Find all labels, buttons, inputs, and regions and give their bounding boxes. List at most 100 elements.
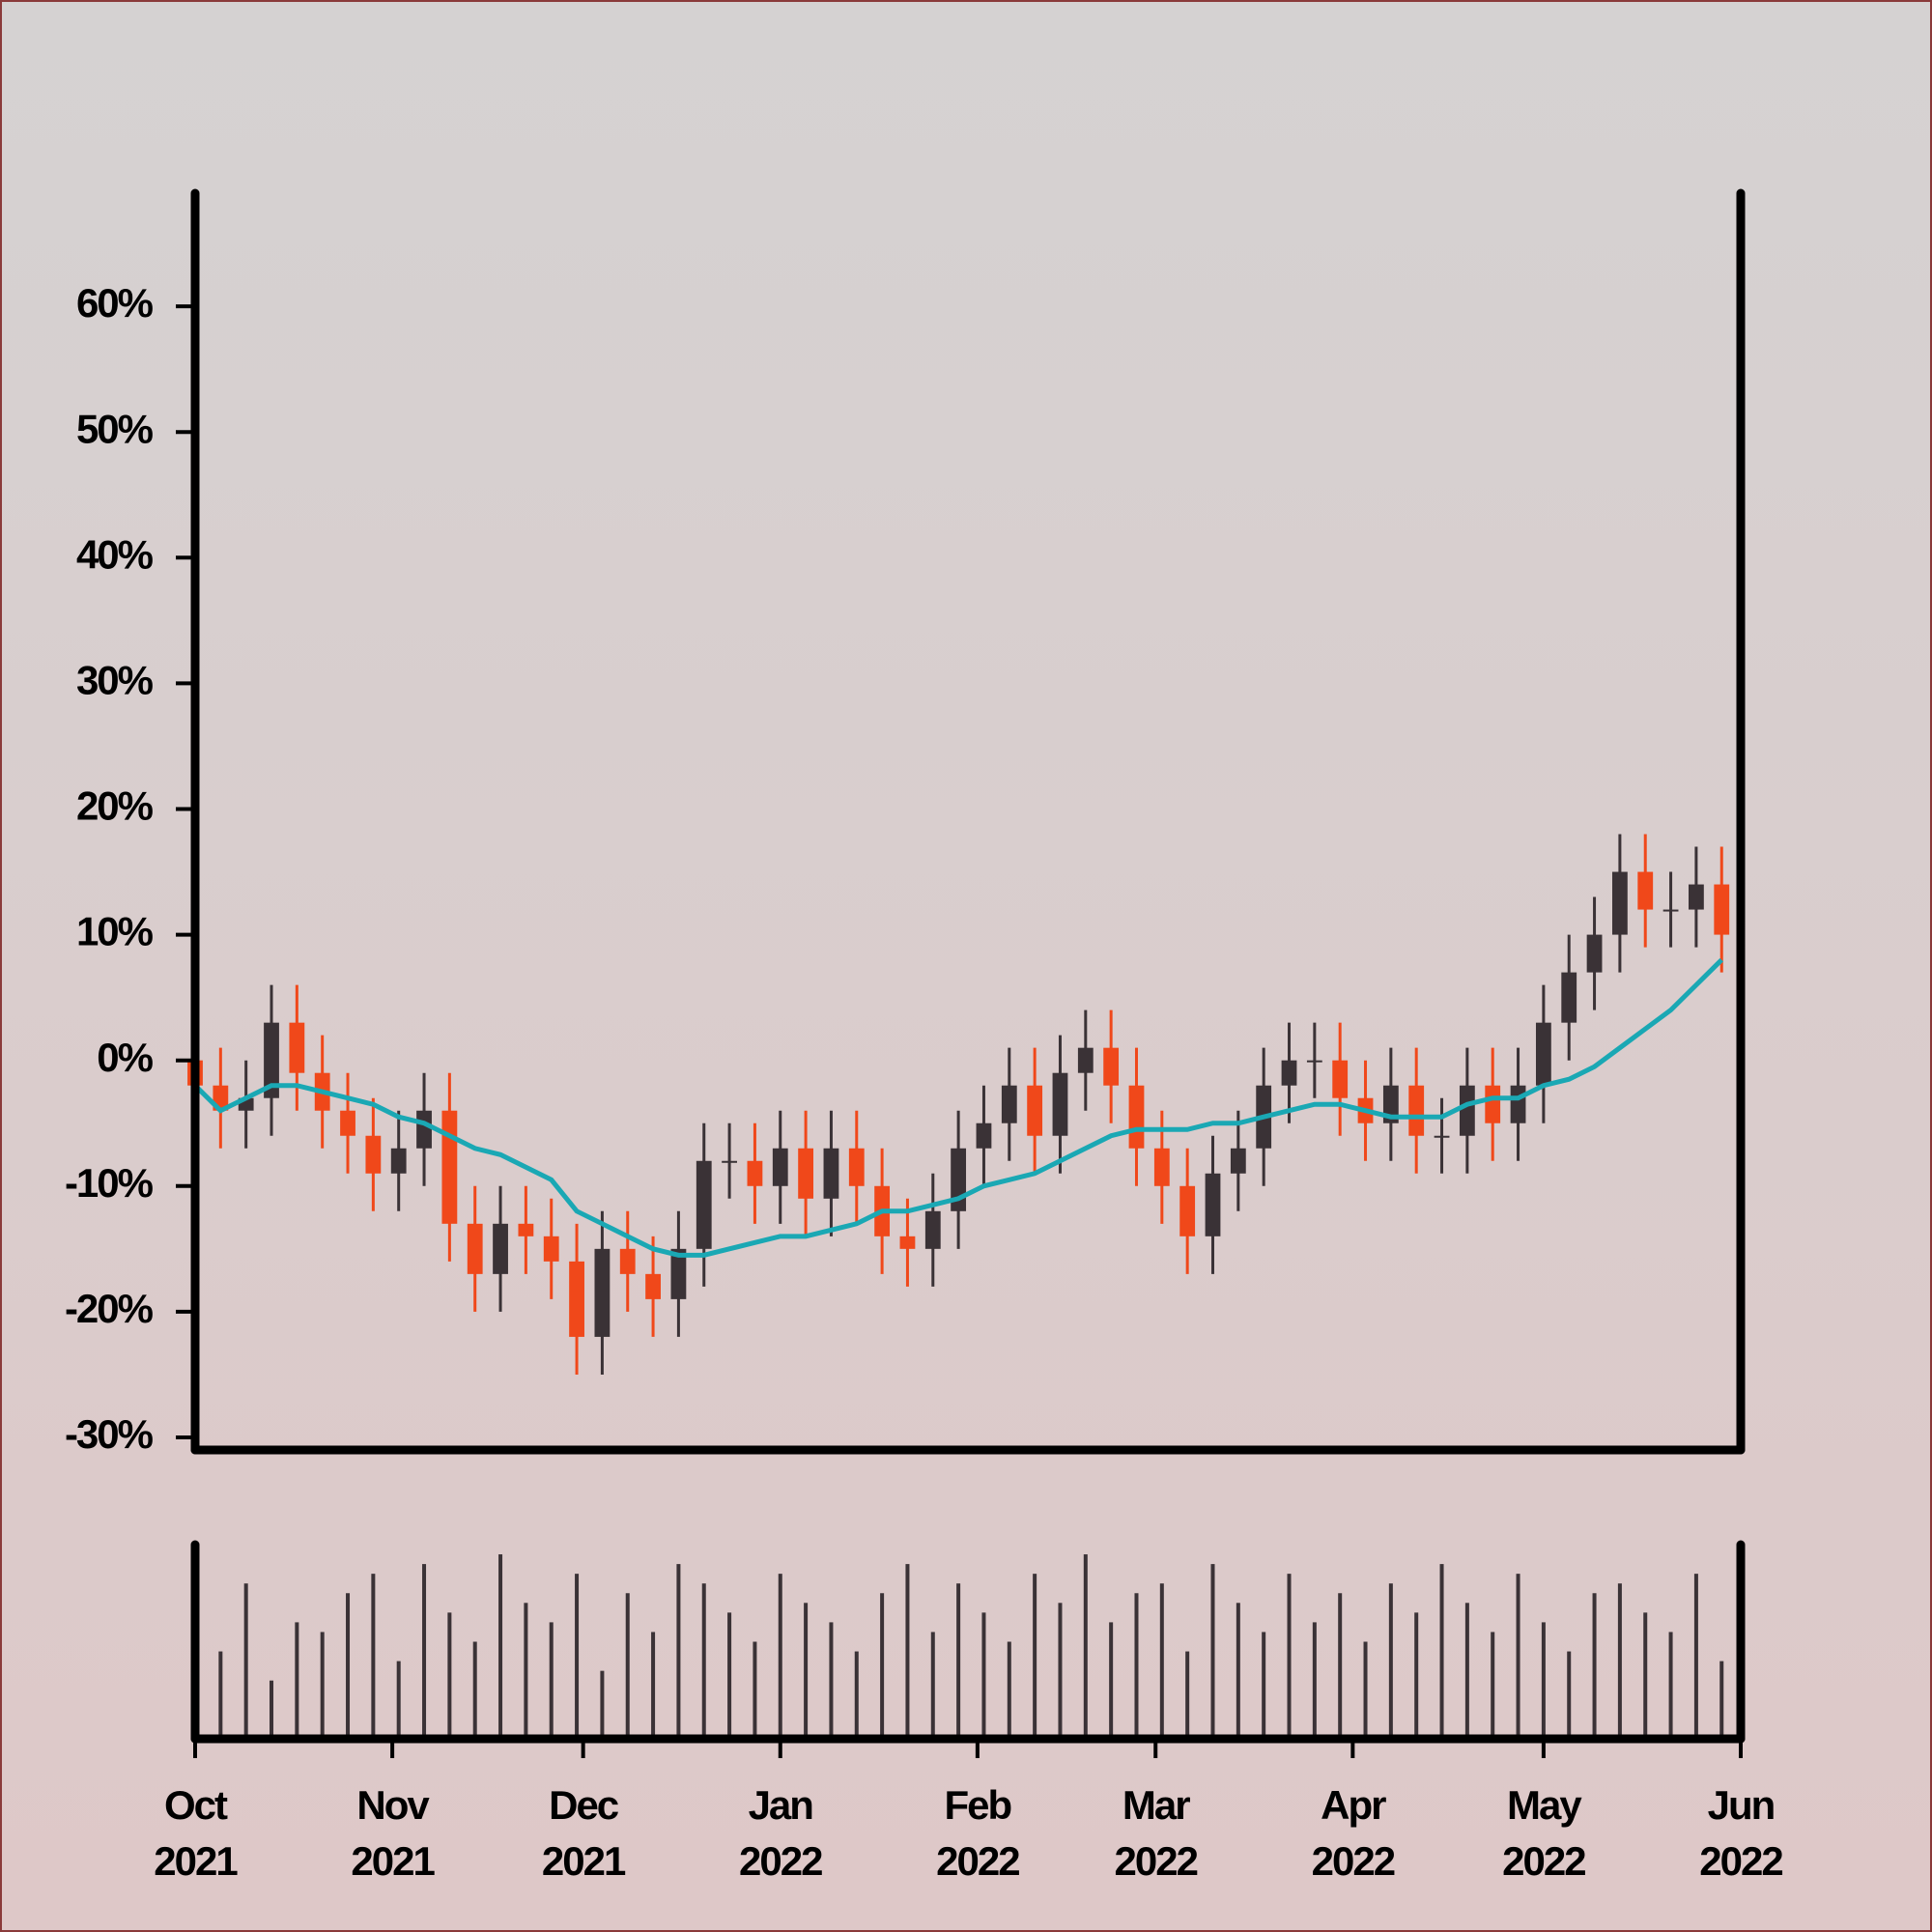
candle-body	[747, 1160, 763, 1186]
y-tick-label: 10%	[76, 909, 154, 954]
candle-body	[696, 1160, 712, 1249]
volume-bar	[1592, 1593, 1597, 1739]
candle-body	[1510, 1085, 1526, 1123]
volume-bar	[346, 1593, 351, 1739]
candle-body	[772, 1148, 788, 1186]
candle-body	[1561, 972, 1577, 1023]
candle-body	[467, 1223, 483, 1274]
x-tick-label: Mar 2022	[1114, 1782, 1199, 1884]
volume-bar	[243, 1583, 248, 1739]
candle-body	[1153, 1148, 1170, 1186]
volume-bar	[1516, 1574, 1520, 1739]
volume-bar	[1312, 1622, 1317, 1739]
candle-body	[1128, 1085, 1145, 1149]
candle-body	[1077, 1047, 1094, 1073]
candle-body	[416, 1110, 432, 1149]
candle-body	[493, 1223, 508, 1274]
candle-body	[976, 1122, 992, 1149]
candle-body	[1637, 871, 1654, 910]
candle-body	[924, 1210, 941, 1249]
y-tick-label: -10%	[65, 1160, 154, 1206]
volume-bar	[1363, 1641, 1368, 1739]
x-tick-label: Jun 2022	[1699, 1782, 1783, 1884]
volume-bar	[498, 1554, 503, 1739]
volume-bar	[1388, 1583, 1393, 1739]
volume-bar	[524, 1603, 528, 1739]
volume-bar	[1287, 1574, 1292, 1739]
volume-bar	[1109, 1622, 1114, 1739]
volume-bar	[930, 1632, 935, 1739]
y-tick-label: 30%	[76, 657, 154, 702]
volume-bar	[981, 1612, 986, 1739]
volume-bar	[371, 1574, 376, 1739]
candle-body	[798, 1148, 813, 1199]
candle-body	[619, 1248, 636, 1274]
candle-body	[1434, 1135, 1450, 1138]
volume-bar	[447, 1612, 452, 1739]
candle-body	[1179, 1185, 1196, 1236]
candle-body	[722, 1160, 737, 1163]
candle-body	[1052, 1072, 1068, 1136]
volume-bar	[396, 1661, 401, 1739]
candle-body	[1408, 1085, 1425, 1136]
volume-bar	[218, 1651, 223, 1739]
volume-bar	[1567, 1651, 1572, 1739]
candle-body	[1332, 1060, 1349, 1098]
volume-bar	[1083, 1554, 1088, 1739]
volume-bar	[320, 1632, 325, 1739]
volume-bar	[701, 1583, 706, 1739]
candle-body	[1027, 1085, 1043, 1136]
candle-body	[441, 1110, 458, 1224]
candle-body	[543, 1236, 559, 1262]
x-tick-label: Nov 2021	[351, 1782, 435, 1884]
candle-body	[1281, 1060, 1297, 1086]
candle-body	[1306, 1060, 1322, 1063]
candle-body	[1611, 871, 1628, 935]
volume-bar	[753, 1641, 757, 1739]
volume-bar	[600, 1670, 605, 1739]
moving-average	[193, 957, 1724, 1258]
volume-bar	[625, 1593, 630, 1739]
volume-bar	[676, 1564, 681, 1739]
volume-bar	[295, 1622, 299, 1739]
volume-bar	[575, 1574, 580, 1739]
x-tick-label: Jan 2022	[739, 1782, 823, 1884]
candle-body	[518, 1223, 534, 1236]
y-tick-label: 60%	[76, 280, 154, 326]
volume-bar	[804, 1603, 809, 1739]
candle-body	[823, 1148, 839, 1199]
volume-bar	[727, 1612, 732, 1739]
x-tick-label: Feb 2022	[936, 1782, 1020, 1884]
candle-body	[1714, 884, 1730, 935]
volume-bar	[1338, 1593, 1343, 1739]
volume-bar	[549, 1622, 554, 1739]
candle-body	[1535, 1022, 1551, 1086]
candle-body	[289, 1022, 305, 1073]
y-tick-label: -20%	[65, 1286, 154, 1331]
y-tick-label: 40%	[76, 531, 154, 577]
candle-body	[264, 1022, 279, 1098]
volume-bar	[1134, 1593, 1139, 1739]
candle-body	[848, 1148, 865, 1186]
candle-body	[340, 1110, 355, 1136]
volume-bar	[1643, 1612, 1648, 1739]
volume-bar	[778, 1574, 782, 1739]
volume-bar	[829, 1622, 834, 1739]
volume-bar	[651, 1632, 656, 1739]
volume-bar	[1236, 1603, 1240, 1739]
candle-body	[569, 1261, 584, 1337]
volume-bar	[880, 1593, 885, 1739]
volume-bar	[1210, 1564, 1215, 1739]
volume-bar	[956, 1583, 961, 1739]
volume-bar	[1439, 1564, 1444, 1739]
volume-bar	[1464, 1603, 1469, 1739]
volume-bar	[1693, 1574, 1698, 1739]
volume-bar	[1491, 1632, 1495, 1739]
candle-body	[1205, 1173, 1221, 1236]
volume-bar	[1033, 1574, 1037, 1739]
volume-bar	[1159, 1583, 1164, 1739]
candle-body	[1001, 1085, 1017, 1123]
x-tick-label: May 2022	[1502, 1782, 1586, 1884]
